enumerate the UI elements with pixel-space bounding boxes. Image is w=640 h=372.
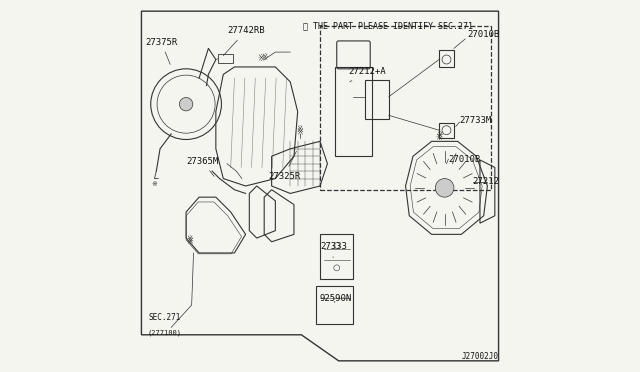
Text: ※: ※ — [187, 235, 193, 244]
Bar — [365, 80, 389, 119]
Text: SEC.271: SEC.271 — [149, 313, 181, 322]
Text: 27010B: 27010B — [467, 30, 499, 39]
Bar — [320, 26, 491, 190]
Text: ※: ※ — [436, 131, 442, 140]
Text: 92590N: 92590N — [320, 294, 352, 303]
Text: 27375R: 27375R — [145, 38, 177, 64]
Circle shape — [435, 179, 454, 197]
Text: ※: ※ — [436, 132, 442, 141]
Bar — [218, 54, 232, 63]
Bar — [439, 123, 454, 138]
Text: 27742RB: 27742RB — [223, 26, 264, 55]
Text: ※: ※ — [296, 125, 303, 134]
Text: 27212+A: 27212+A — [348, 67, 385, 82]
Text: ※: ※ — [151, 181, 157, 187]
Text: 27333: 27333 — [320, 242, 347, 258]
Bar — [320, 234, 353, 279]
Text: ※: ※ — [186, 237, 193, 246]
Bar — [335, 67, 372, 156]
Text: ※: ※ — [261, 52, 268, 61]
Text: ※ THE PART PLEASE IDENTIFY SEC.271: ※ THE PART PLEASE IDENTIFY SEC.271 — [303, 22, 473, 31]
Text: 27212: 27212 — [472, 177, 499, 186]
Text: 27010B: 27010B — [449, 155, 481, 164]
Text: 27733M: 27733M — [460, 116, 492, 125]
Bar — [316, 286, 353, 324]
Text: 27325R: 27325R — [268, 151, 300, 180]
Text: ※: ※ — [296, 128, 303, 137]
Circle shape — [179, 97, 193, 111]
Text: ※: ※ — [257, 54, 264, 63]
Text: J27002J0: J27002J0 — [461, 352, 499, 361]
Bar — [439, 50, 454, 67]
Text: (277100): (277100) — [147, 330, 181, 336]
Text: 27365M: 27365M — [186, 157, 218, 176]
